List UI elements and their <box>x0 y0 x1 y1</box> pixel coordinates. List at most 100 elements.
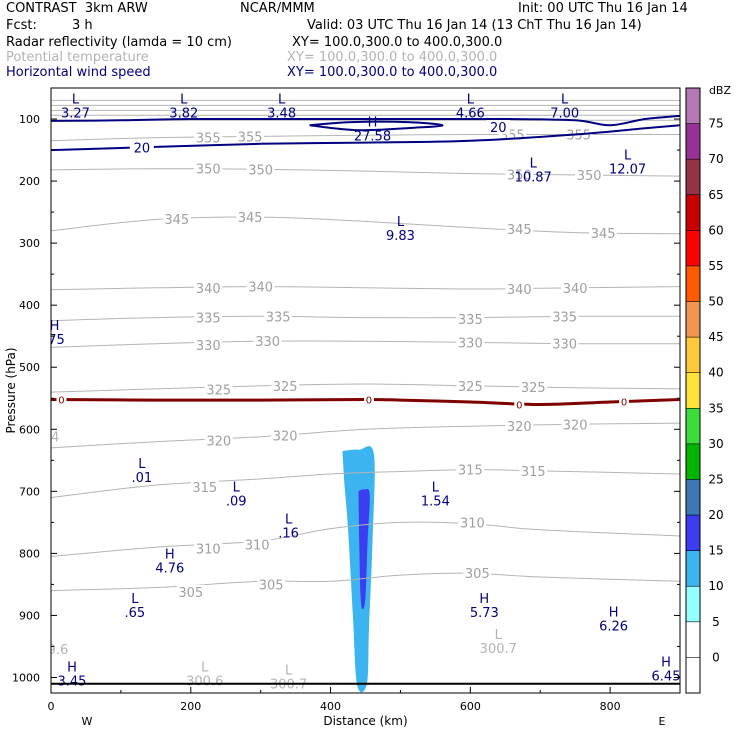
colorbar-label: 0 <box>712 650 720 664</box>
x-tick-label: 400 <box>320 700 341 713</box>
extremum-marker: L <box>397 215 405 230</box>
isentrope-label-bg <box>456 378 485 393</box>
colorbar-label: 30 <box>708 437 723 451</box>
wind-speed-contour <box>51 124 680 152</box>
extremum-value: 5.73 <box>470 606 499 621</box>
freezing-level-label: 0 <box>58 395 64 406</box>
extremum-marker: H <box>67 660 77 675</box>
colorbar-label: 45 <box>708 330 723 344</box>
isentrope-label-bg <box>194 280 223 295</box>
freezing-level-label: 0 <box>621 397 627 408</box>
y-tick-label: 300 <box>19 237 40 250</box>
isentrope-label: 355 <box>238 130 263 145</box>
theta-extremum-value: 300.6 <box>186 674 223 689</box>
isentrope-label-bg <box>456 311 485 326</box>
field-wind-name: Horizontal wind speed <box>6 65 151 80</box>
isentrope-label: 310 <box>196 542 221 557</box>
isentrope-label-bg <box>458 515 487 530</box>
extremum-marker: L <box>285 513 293 528</box>
isentrope-330 <box>51 340 680 348</box>
theta-extremum-value: 9.6 <box>48 643 69 658</box>
colorbar-swatch <box>686 159 700 195</box>
center-name: NCAR/MMM <box>240 1 315 16</box>
isentrope-label-bg <box>204 382 233 397</box>
colorbar-swatch <box>686 123 700 160</box>
isentrope-label: 305 <box>465 567 490 582</box>
isentrope-label-bg <box>561 417 590 432</box>
isentrope-label: 320 <box>206 434 231 449</box>
x-axis-label: Distance (km) <box>323 714 407 728</box>
isentrope-label: 335 <box>458 313 483 328</box>
isentrope-label-bg <box>253 334 282 349</box>
colorbar-swatch <box>686 479 700 516</box>
freezing-level-label: 0 <box>366 395 372 406</box>
extremum-marker: L <box>278 93 286 108</box>
theta-extremum-marker: L <box>201 660 209 675</box>
extremum-marker: H <box>165 547 175 562</box>
isentrope-label: 325 <box>521 381 546 396</box>
field-theta-name: Potential temperature <box>6 50 149 65</box>
extremum-value: .09 <box>226 494 247 509</box>
y-tick-label: 500 <box>19 361 40 374</box>
colorbar-label: 55 <box>708 259 723 273</box>
colorbar-swatch <box>686 621 700 658</box>
reflectivity-layer <box>342 446 375 693</box>
theta-extremum-value: 4 <box>51 431 59 446</box>
extremum-marker: H <box>368 115 378 130</box>
freezing-label-bg <box>514 398 525 411</box>
extremum-value: 3.82 <box>169 107 198 122</box>
isentrope-label-bg <box>505 167 534 182</box>
isentrope-label-bg <box>456 335 485 350</box>
colorbar-swatch <box>686 337 700 373</box>
isentrope-label: 325 <box>458 380 483 395</box>
y-tick-label: 100 <box>19 113 40 126</box>
isentrope-label-bg <box>271 378 300 393</box>
isentrope-label: 345 <box>238 211 263 226</box>
isentrope-label-bg <box>194 130 223 145</box>
isentrope-label-bg <box>257 577 286 592</box>
isentrope-label: 340 <box>563 282 588 297</box>
isentrope-335 <box>51 315 680 322</box>
x-tick-label: 600 <box>460 700 481 713</box>
field-reflectivity-name: Radar reflectivity (lamda = 10 cm) <box>6 35 232 50</box>
isentrope-label: 355 <box>566 129 591 144</box>
y-tick-label: 1000 <box>12 671 40 684</box>
isentrope-label: 345 <box>164 213 189 228</box>
theta-extremum-value: 300.7 <box>270 677 307 692</box>
colorbar-label: 65 <box>708 188 723 202</box>
colorbar-unit: dBZ <box>709 84 732 97</box>
colorbar-label: 70 <box>708 152 723 166</box>
wind-speed-contour <box>51 114 680 127</box>
theta-extremum-marker: L <box>495 628 503 643</box>
isentrope-label: 325 <box>206 384 231 399</box>
isentrope-label: 350 <box>248 163 273 178</box>
extremum-value: 6.26 <box>599 620 628 635</box>
init-time: Init: 00 UTC Thu 16 Jan 14 <box>518 1 688 16</box>
isentrope-label: 350 <box>507 168 532 183</box>
isentrope-label-bg <box>505 221 534 236</box>
isentrope-label-bg <box>243 537 272 552</box>
forecast-hour: 3 h <box>72 18 93 33</box>
isentrope-label-bg <box>204 433 233 448</box>
isentrope-label-bg <box>271 428 300 443</box>
extremum-value: 3.48 <box>267 107 296 122</box>
extremum-value: .65 <box>125 606 146 621</box>
isentrope-label-bg <box>236 210 265 225</box>
extremum-marker: H <box>609 606 619 621</box>
extremum-value: .01 <box>132 471 153 486</box>
isentrope-325 <box>51 383 680 393</box>
isentrope-label-bg <box>246 162 275 177</box>
extremum-value: 7.00 <box>550 107 579 122</box>
colorbar-label: 50 <box>708 295 723 309</box>
extremum-value: 9.83 <box>386 229 415 244</box>
colorbar-swatch <box>686 230 700 266</box>
isentrope-label: 345 <box>507 223 532 238</box>
colorbar-swatch <box>686 657 700 693</box>
isentrope-label-bg <box>264 309 293 324</box>
extremum-value: 4.66 <box>456 107 485 122</box>
isentrope-label-bg <box>463 566 492 581</box>
model-name: CONTRAST 3km ARW <box>6 1 148 16</box>
